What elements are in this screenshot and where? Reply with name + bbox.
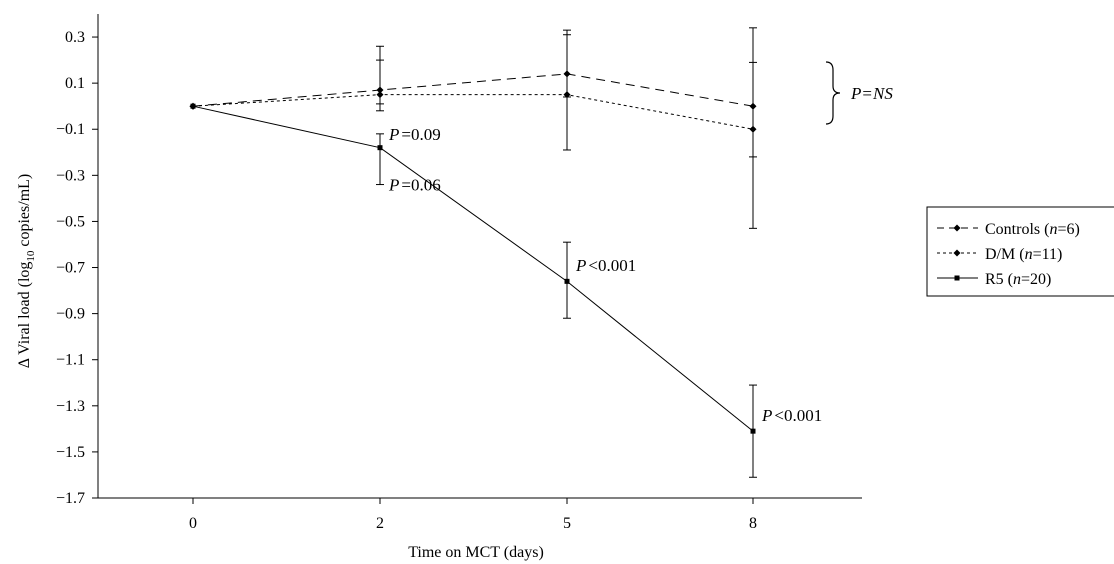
series-line — [192, 94, 754, 130]
y-tick-label: −0.3 — [56, 167, 85, 184]
y-tick-label: 0.3 — [65, 29, 85, 46]
data-point — [190, 103, 196, 109]
p-value-annotation: P <0.001 — [761, 406, 822, 425]
y-tick-label: −0.1 — [56, 121, 85, 138]
legend-marker — [954, 275, 960, 281]
legend: Controls (n=6) D/M (n=11) R5 (n=20) — [926, 206, 1114, 297]
y-tick-label: 0.1 — [65, 75, 85, 92]
bracket-brace — [825, 61, 841, 125]
legend-label: R5 (n=20) — [985, 271, 1051, 288]
series-line — [192, 73, 754, 107]
data-point — [564, 278, 570, 284]
series-line — [192, 105, 754, 432]
data-point — [376, 91, 384, 99]
data-point — [377, 145, 383, 151]
annotations: P =0.09 P =0.06 P <0.001 P <0.001 — [388, 125, 822, 425]
p-value-annotation: P =0.09 — [388, 125, 441, 144]
x-axis-title: Time on MCT (days) — [408, 544, 544, 561]
p-value-annotation: P =0.06 — [388, 176, 441, 195]
series-2 — [189, 34, 757, 229]
x-ticks: 0 2 5 8 — [189, 498, 757, 532]
y-tick-label: −0.9 — [56, 306, 85, 323]
y-ticks: 0.3 0.1 −0.1 −0.3 −0.5 −0.7 −0.9 −1.1 −1.3 −1.5 −1… — [56, 29, 98, 507]
legend-label: D/M (n=11) — [985, 246, 1062, 263]
p-value-annotation: P <0.001 — [575, 256, 636, 275]
y-tick-label: −1.7 — [56, 490, 85, 507]
series-1 — [189, 27, 757, 158]
y-tick-label: −0.7 — [56, 260, 85, 277]
data-point — [750, 428, 756, 434]
bracket: P=NS — [825, 61, 893, 125]
y-tick-label: −1.1 — [56, 352, 85, 369]
data-point — [563, 91, 571, 99]
x-tick-label: 2 — [376, 515, 384, 532]
legend-marker — [953, 224, 961, 232]
axes — [97, 14, 862, 499]
y-tick-label: −1.3 — [56, 398, 85, 415]
series-group — [189, 27, 757, 478]
x-tick-label: 8 — [749, 515, 757, 532]
legend-marker — [953, 249, 961, 257]
y-axis-title: Δ Viral load (log10 copies/mL) — [16, 174, 37, 369]
x-tick-label: 5 — [563, 515, 571, 532]
y-tick-label: −0.5 — [56, 213, 85, 230]
data-point — [749, 125, 757, 133]
bracket-label: P=NS — [850, 84, 893, 103]
x-tick-label: 0 — [189, 515, 197, 532]
series-3 — [190, 103, 757, 478]
y-tick-label: −1.5 — [56, 444, 85, 461]
legend-label: Controls (n=6) — [985, 221, 1080, 238]
